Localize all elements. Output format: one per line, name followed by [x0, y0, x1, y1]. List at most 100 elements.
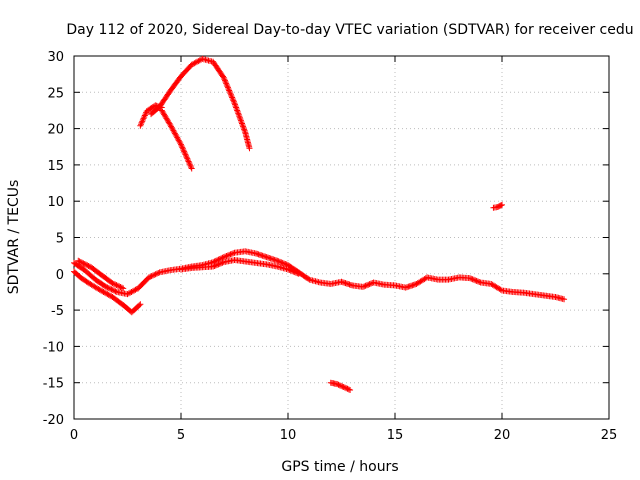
data-point — [216, 260, 223, 267]
data-point — [279, 259, 286, 266]
data-point — [289, 268, 296, 275]
data-point — [230, 250, 237, 257]
data-point — [105, 285, 112, 292]
data-point — [137, 121, 144, 128]
data-point — [210, 263, 217, 270]
data-point — [192, 59, 199, 66]
data-point — [137, 122, 144, 129]
data-point — [109, 280, 116, 287]
x-tick-label: 0 — [70, 428, 78, 443]
data-point — [221, 77, 228, 84]
data-point — [365, 281, 372, 288]
data-point — [230, 97, 237, 104]
data-point — [101, 283, 108, 290]
data-point — [335, 381, 342, 388]
data-point — [274, 257, 281, 264]
data-point — [226, 88, 233, 95]
data-point — [149, 272, 156, 279]
data-point — [139, 118, 146, 125]
data-marks — [71, 55, 568, 393]
data-point — [96, 286, 103, 293]
data-point — [117, 284, 124, 291]
data-point — [237, 116, 244, 123]
data-point — [336, 382, 343, 389]
data-point — [231, 100, 238, 107]
data-point — [290, 268, 297, 275]
data-point — [230, 98, 237, 105]
series-arc-tail — [295, 269, 568, 303]
data-point — [470, 276, 477, 283]
data-point — [79, 259, 86, 266]
data-point — [226, 87, 233, 94]
y-tick-label: 5 — [56, 232, 64, 247]
data-point — [220, 74, 227, 81]
data-point — [147, 273, 154, 280]
data-point — [187, 162, 194, 169]
data-point — [224, 83, 231, 90]
data-point — [226, 251, 233, 258]
y-tick-label: -10 — [43, 340, 64, 355]
data-point — [148, 273, 155, 280]
data-point — [241, 127, 248, 134]
data-point — [104, 284, 111, 291]
y-tick-label: -15 — [43, 377, 64, 392]
data-point — [99, 288, 106, 295]
data-point — [112, 281, 119, 288]
data-point — [183, 152, 190, 159]
data-point — [140, 115, 147, 122]
data-point — [103, 283, 110, 290]
data-point — [240, 123, 247, 130]
grid — [74, 56, 609, 419]
data-point — [191, 60, 198, 67]
data-point — [224, 252, 231, 259]
x-tick-label: 10 — [280, 428, 297, 443]
data-point — [184, 157, 191, 164]
data-point — [125, 290, 132, 297]
data-point — [347, 386, 354, 393]
data-point — [139, 116, 146, 123]
data-point — [129, 288, 136, 295]
data-point — [107, 285, 114, 292]
data-point — [153, 270, 160, 277]
data-point — [128, 288, 135, 295]
data-point — [188, 165, 195, 172]
series-arc-dip — [75, 257, 127, 292]
data-point — [194, 58, 201, 65]
y-tick-label: -5 — [51, 304, 64, 319]
data-point — [497, 286, 504, 293]
data-point — [113, 282, 120, 289]
data-point — [185, 158, 192, 165]
data-point — [227, 90, 234, 97]
data-point — [182, 151, 189, 158]
data-point — [343, 385, 350, 392]
data-point — [223, 253, 230, 260]
data-point — [214, 261, 221, 268]
data-point — [131, 287, 138, 294]
data-point — [195, 58, 202, 65]
data-point — [145, 274, 152, 281]
y-tick-label: 10 — [47, 195, 64, 210]
data-point — [81, 260, 88, 267]
data-point — [224, 84, 231, 91]
data-point — [341, 384, 348, 391]
data-point — [223, 81, 230, 88]
data-point — [236, 113, 243, 120]
series-short-10 — [490, 201, 505, 211]
data-point — [110, 280, 117, 287]
data-point — [196, 57, 203, 64]
data-point — [178, 141, 184, 148]
data-point — [103, 290, 110, 297]
data-point — [183, 154, 190, 161]
data-point — [184, 155, 191, 162]
data-point — [232, 103, 239, 110]
data-point — [241, 126, 248, 133]
data-point — [141, 112, 148, 119]
x-axis-label: GPS time / hours — [281, 459, 398, 475]
data-point — [114, 282, 121, 289]
data-point — [136, 302, 143, 309]
data-point — [359, 283, 366, 290]
data-point — [338, 382, 345, 389]
data-point — [469, 276, 476, 283]
data-point — [233, 105, 240, 112]
data-point — [108, 286, 115, 293]
